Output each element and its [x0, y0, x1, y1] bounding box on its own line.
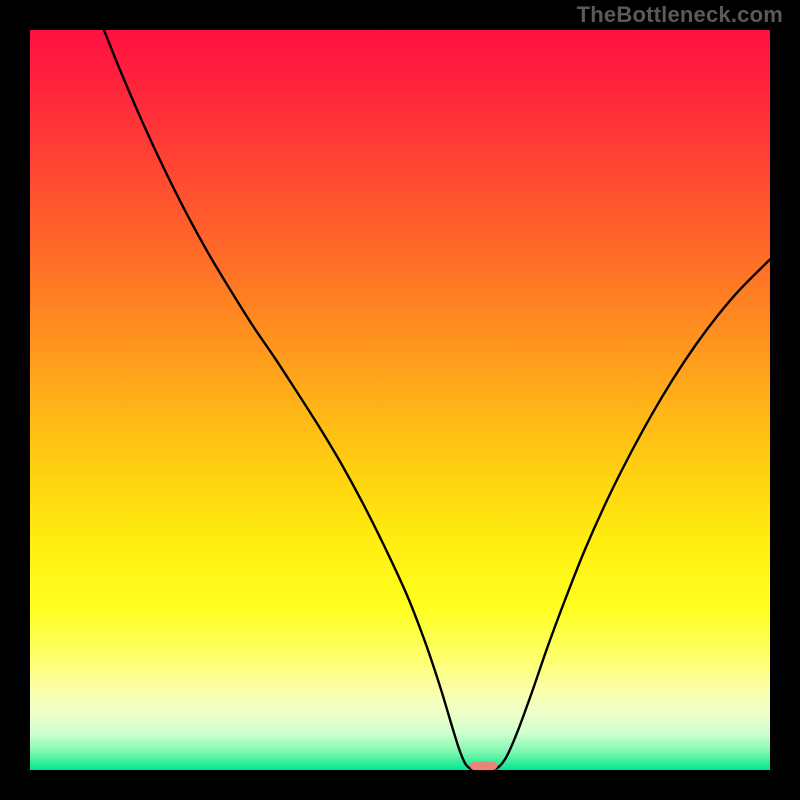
minimum-marker: [470, 762, 497, 771]
bottleneck-curve-chart: [0, 0, 800, 800]
watermark-label: TheBottleneck.com: [577, 2, 783, 28]
